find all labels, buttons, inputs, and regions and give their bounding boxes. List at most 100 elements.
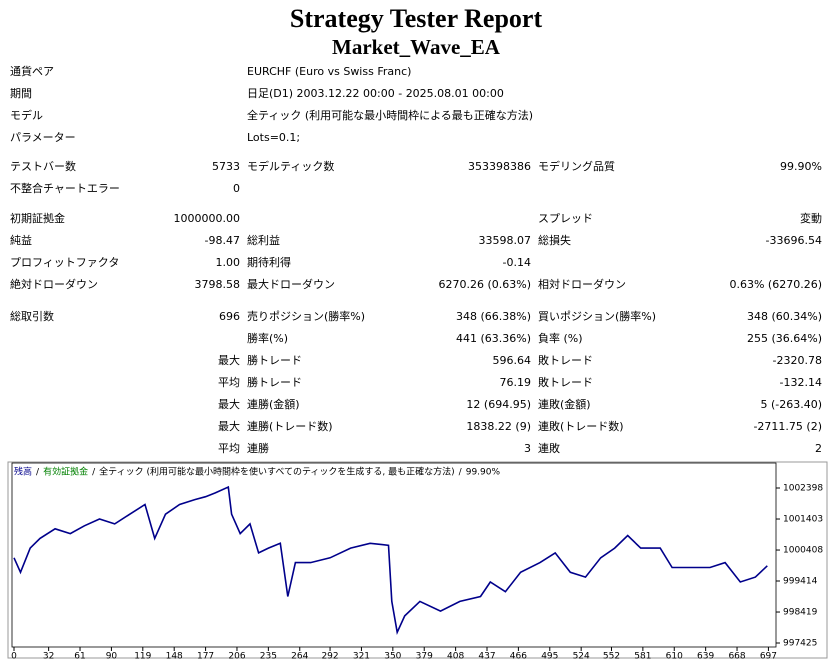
legend-separator: /	[92, 468, 96, 478]
y-tick-label: 1000408	[783, 546, 823, 556]
stat-value: -98.47	[204, 234, 240, 247]
stat-label: 勝率(%)	[247, 332, 289, 345]
x-tick-label: 61	[74, 652, 85, 662]
y-tick-label: 999414	[783, 577, 818, 587]
stat-label: 連勝	[247, 442, 269, 455]
stat-label: 期待利得	[247, 256, 291, 269]
x-tick-label: 581	[634, 652, 651, 662]
stat-value: 0	[233, 182, 240, 195]
legend-separator: /	[459, 468, 463, 478]
legend-separator: /	[36, 468, 40, 478]
x-tick-label: 206	[228, 652, 245, 662]
x-tick-label: 177	[197, 652, 214, 662]
info-value: Lots=0.1;	[247, 131, 301, 144]
stat-value: 平均	[218, 376, 240, 389]
stat-value: 33598.07	[478, 234, 532, 247]
info-label: パラメーター	[10, 131, 76, 144]
stat-label: 相対ドローダウン	[538, 278, 626, 291]
stat-label: 連敗(トレード数)	[538, 420, 624, 433]
report-title: Strategy Tester Report	[289, 4, 543, 33]
x-tick-label: 552	[603, 652, 620, 662]
info-value: EURCHF (Euro vs Swiss Franc)	[247, 65, 412, 78]
report-subtitle: Market_Wave_EA	[332, 35, 500, 59]
stat-value: 12 (694.95)	[466, 398, 531, 411]
stat-label: 純益	[10, 234, 32, 247]
stat-value: 348 (66.38%)	[455, 310, 531, 323]
y-tick-label: 1002398	[783, 484, 823, 494]
x-tick-label: 697	[760, 652, 777, 662]
stat-value: 平均	[218, 442, 240, 455]
plot-frame	[11, 462, 777, 648]
stat-label: 最大ドローダウン	[247, 278, 335, 291]
x-tick-label: 437	[478, 652, 495, 662]
stat-value: 255 (36.64%)	[746, 332, 822, 345]
stat-label: 不整合チャートエラー	[10, 182, 120, 195]
info-label: 期間	[10, 87, 32, 100]
balance-chart: 997425 998419 999414 1000408 1001403 1002398 0…	[7, 461, 828, 662]
stat-label: 総利益	[247, 234, 280, 247]
legend-entry: 有効証拠金	[43, 466, 88, 478]
stat-value: 変動	[800, 212, 822, 225]
x-tick-label: 292	[321, 652, 338, 662]
x-tick-label: 0	[11, 652, 17, 662]
info-label: モデル	[10, 109, 43, 122]
stat-value: -33696.54	[765, 234, 822, 247]
y-tick-label: 997425	[783, 639, 817, 649]
stat-label: 総取引数	[10, 310, 54, 323]
stat-value: 99.90%	[780, 160, 822, 173]
stat-value: 353398386	[468, 160, 531, 173]
x-tick-label: 148	[166, 652, 183, 662]
stat-label: モデリング品質	[538, 160, 615, 173]
x-tick-label: 466	[510, 652, 527, 662]
stat-value: 6270.26 (0.63%)	[438, 278, 531, 291]
x-tick-label: 235	[260, 652, 277, 662]
stat-label: 買いポジション(勝率%)	[538, 310, 657, 323]
x-tick-label: 379	[416, 652, 433, 662]
stat-label: 敗トレード	[538, 354, 593, 367]
x-tick-label: 264	[291, 652, 308, 662]
stat-value: 最大	[218, 398, 240, 411]
stat-value: 3798.58	[194, 278, 241, 291]
x-tick-label: 408	[447, 652, 464, 662]
stat-value: -2320.78	[772, 354, 822, 367]
stat-label: 敗トレード	[538, 376, 593, 389]
stat-label: テストバー数	[10, 160, 76, 173]
legend-entry: 残高	[14, 466, 32, 478]
x-tick-label: 90	[106, 652, 118, 662]
stat-value: -2711.75 (2)	[753, 420, 822, 433]
stat-value: -132.14	[779, 376, 822, 389]
stat-value: 2	[815, 442, 822, 455]
stat-value: 1000000.00	[173, 212, 240, 225]
stat-value: 76.19	[499, 376, 532, 389]
x-tick-label: 350	[384, 652, 401, 662]
stat-label: 連敗(金額)	[538, 398, 591, 411]
x-tick-label: 321	[353, 652, 370, 662]
stat-label: モデルティック数	[247, 160, 335, 173]
stat-value: 3	[524, 442, 531, 455]
stat-value: 5 (-263.40)	[760, 398, 822, 411]
info-value: 日足(D1) 2003.12.22 00:00 - 2025.08.01 00:…	[247, 87, 504, 100]
legend-entry: 全ティック (利用可能な最小時間枠を使いすべてのティックを生成する, 最も正確な…	[99, 466, 455, 478]
stat-label: 連勝(金額)	[247, 398, 300, 411]
stat-label: 負率 (%)	[538, 332, 583, 345]
balance-line	[13, 485, 768, 635]
x-tick-label: 495	[541, 652, 558, 662]
x-tick-label: 668	[728, 652, 745, 662]
stat-value: 0.63% (6270.26)	[729, 278, 822, 291]
x-tick-label: 610	[666, 652, 683, 662]
legend-entry: 99.90%	[466, 468, 501, 478]
stat-value: 最大	[218, 354, 240, 367]
chart-frame	[7, 461, 828, 659]
stat-value: 5733	[212, 160, 240, 173]
stat-label: 勝トレード	[247, 354, 302, 367]
stat-value: 1.00	[215, 256, 241, 269]
stat-value: -0.14	[502, 256, 531, 269]
stat-label: 売りポジション(勝率%)	[247, 310, 366, 323]
stat-value: 596.64	[492, 354, 532, 367]
stat-label: 総損失	[538, 234, 571, 247]
stat-label: 連勝(トレード数)	[247, 420, 333, 433]
stat-label: 絶対ドローダウン	[10, 278, 98, 291]
x-tick-label: 32	[43, 652, 54, 662]
x-tick-label: 119	[134, 652, 151, 662]
